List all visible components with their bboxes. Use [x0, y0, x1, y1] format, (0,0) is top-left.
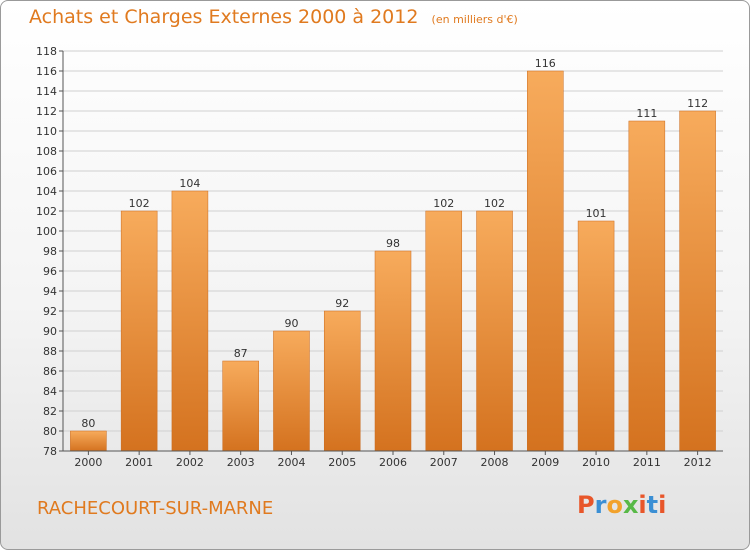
bar-2007 — [425, 210, 463, 452]
x-tick-label: 2003 — [227, 456, 255, 469]
logo-letter: t — [646, 491, 659, 519]
y-tick-label: 110 — [36, 125, 57, 138]
bar-2008 — [476, 210, 513, 452]
logo-letter: x — [622, 491, 639, 519]
data-label: 111 — [636, 107, 657, 120]
x-tick-label: 2009 — [531, 456, 559, 469]
bar-2011 — [628, 120, 666, 452]
y-tick-label: 114 — [36, 85, 57, 98]
bar-2009 — [527, 70, 564, 452]
x-tick-label: 2006 — [379, 456, 407, 469]
data-label: 102 — [433, 197, 454, 210]
logo-letter: o — [606, 491, 623, 519]
data-label: 92 — [335, 297, 349, 310]
y-tick-label: 100 — [36, 225, 57, 238]
x-tick-label: 2000 — [74, 456, 102, 469]
bar-2004 — [273, 330, 310, 452]
logo-letter: P — [577, 491, 595, 519]
data-label: 112 — [687, 97, 708, 110]
title-row: Achats et Charges Externes 2000 à 2012 (… — [29, 6, 518, 28]
x-tick-label: 2004 — [277, 456, 305, 469]
bar-2010 — [577, 220, 615, 452]
y-tick-label: 90 — [43, 325, 57, 338]
x-tick-label: 2012 — [684, 456, 712, 469]
logo-letter: i — [638, 491, 647, 519]
data-label: 101 — [586, 207, 607, 220]
bar-2005 — [323, 310, 361, 452]
bar-2003 — [222, 360, 259, 452]
chart-subtitle: (en milliers d'€) — [431, 13, 518, 26]
x-tick-label: 2002 — [176, 456, 204, 469]
city-name: RACHECOURT-SUR-MARNE — [37, 498, 274, 519]
data-label: 116 — [535, 57, 556, 70]
y-tick-label: 118 — [36, 45, 57, 58]
bars: 80 102 104 87 90 92 98 102 102 116 101 111 112 — [70, 57, 716, 452]
y-tick-label: 116 — [36, 65, 57, 78]
bar-2012 — [679, 110, 716, 452]
x-tick-label: 2011 — [633, 456, 661, 469]
bar-2001 — [120, 210, 158, 452]
x-tick-label: 2005 — [328, 456, 356, 469]
bar-2000 — [70, 430, 107, 452]
y-tick-label: 82 — [43, 405, 57, 418]
chart-title: Achats et Charges Externes 2000 à 2012 — [29, 6, 419, 28]
data-label: 90 — [284, 317, 298, 330]
y-tick-label: 94 — [43, 285, 57, 298]
y-tick-label: 102 — [36, 205, 57, 218]
y-tick-label: 104 — [36, 185, 57, 198]
data-label: 104 — [179, 177, 200, 190]
y-tick-label: 112 — [36, 105, 57, 118]
axes: 78 80 82 84 86 88 90 92 94 96 98 100 102 104 106 108 110… — [36, 45, 723, 469]
x-tick-label: 2007 — [430, 456, 458, 469]
y-tick-label: 98 — [43, 245, 57, 258]
data-label: 80 — [81, 417, 95, 430]
y-tick-label: 88 — [43, 345, 57, 358]
bar-2002 — [171, 190, 209, 452]
y-tick-label: 106 — [36, 165, 57, 178]
y-tick-label: 96 — [43, 265, 57, 278]
logo-letter: r — [594, 491, 607, 519]
logo-letter: i — [658, 491, 667, 519]
y-tick-label: 108 — [36, 145, 57, 158]
y-tick-label: 78 — [43, 445, 57, 458]
bar-2006 — [374, 250, 412, 452]
data-label: 87 — [234, 347, 248, 360]
y-tick-label: 86 — [43, 365, 57, 378]
y-tick-label: 92 — [43, 305, 57, 318]
x-tick-label: 2008 — [481, 456, 509, 469]
data-label: 102 — [484, 197, 505, 210]
y-tick-label: 80 — [43, 425, 57, 438]
data-label: 98 — [386, 237, 400, 250]
proxiti-logo: Proxiti — [577, 491, 666, 519]
y-tick-label: 84 — [43, 385, 57, 398]
data-label: 102 — [129, 197, 150, 210]
x-tick-label: 2010 — [582, 456, 610, 469]
x-tick-label: 2001 — [125, 456, 153, 469]
